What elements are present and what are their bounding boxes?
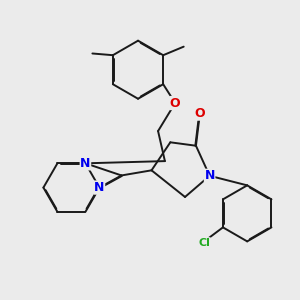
Text: N: N [204,169,215,182]
Text: O: O [170,97,181,110]
Text: N: N [94,181,105,194]
Text: N: N [80,157,91,170]
Text: Cl: Cl [198,238,210,248]
Text: O: O [194,107,205,120]
